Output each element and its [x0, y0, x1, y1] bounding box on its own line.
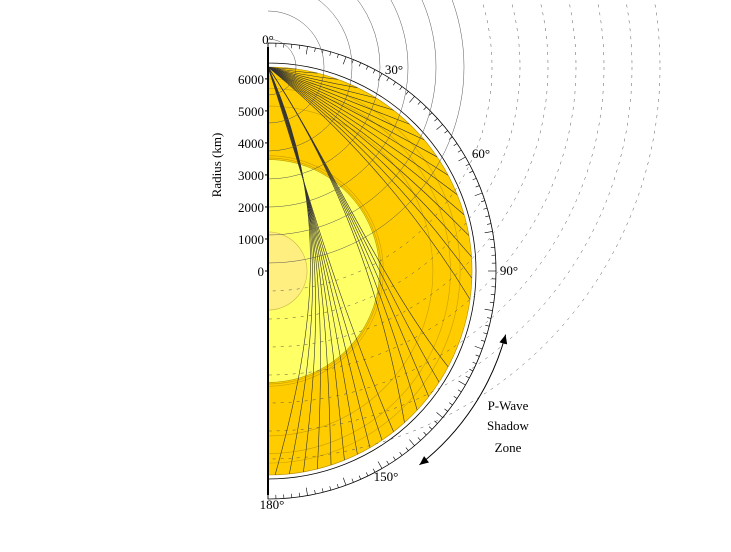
shadow-zone-line-3: Zone	[495, 440, 522, 455]
radius-axis-title: Radius (km)	[209, 133, 224, 198]
radius-tick-label: 4000	[238, 136, 264, 151]
radius-tick-label: 2000	[238, 200, 264, 215]
radius-tick-labels: 6000 5000 4000 3000 2000 1000 0	[238, 72, 268, 279]
radius-tick-label: 5000	[238, 104, 264, 119]
shadow-zone-line-2: Shadow	[487, 418, 530, 433]
radius-tick-label: 0	[258, 264, 265, 279]
radius-tick-label: 3000	[238, 168, 264, 183]
angle-label-0: 0°	[262, 32, 274, 47]
angle-label-180: 180°	[260, 497, 285, 512]
arrowhead	[499, 335, 507, 345]
angle-label-150: 150°	[374, 469, 399, 484]
arrowhead	[419, 456, 429, 465]
shadow-zone-line-1: P-Wave	[488, 398, 529, 413]
angle-label-60: 60°	[472, 146, 490, 161]
angle-label-30: 30°	[385, 62, 403, 77]
angle-label-90: 90°	[500, 263, 518, 278]
radius-tick-label: 6000	[238, 72, 264, 87]
radius-tick-label: 1000	[238, 232, 264, 247]
